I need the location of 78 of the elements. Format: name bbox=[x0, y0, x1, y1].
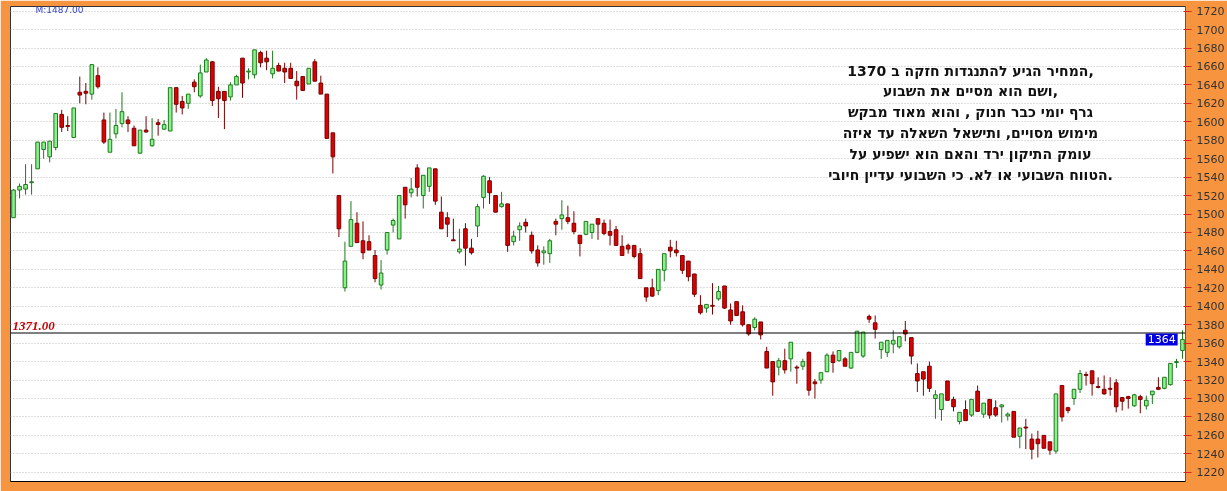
candlestick bbox=[800, 358, 806, 371]
y-tick-label: 1440 bbox=[1196, 263, 1225, 277]
candlestick bbox=[577, 234, 583, 257]
candlestick bbox=[414, 163, 420, 197]
y-tick-label: 1340 bbox=[1196, 355, 1225, 369]
candlestick bbox=[794, 364, 800, 385]
candlestick bbox=[384, 231, 390, 256]
candlestick bbox=[571, 210, 577, 235]
candlestick bbox=[149, 117, 155, 148]
candlestick bbox=[1180, 329, 1185, 360]
candlestick bbox=[312, 58, 318, 82]
candlestick bbox=[372, 249, 378, 283]
candlestick bbox=[710, 282, 715, 316]
candlestick bbox=[830, 350, 836, 374]
y-tick-label: 1500 bbox=[1196, 208, 1225, 222]
y-tick-label: 1280 bbox=[1196, 410, 1225, 424]
y-tick-label: 1700 bbox=[1196, 23, 1225, 37]
candlestick bbox=[270, 50, 275, 79]
y-tick-label: 1540 bbox=[1196, 171, 1225, 185]
candlestick bbox=[408, 177, 414, 198]
candlestick bbox=[1023, 418, 1029, 450]
annotation: המחיר הגיע להתנגדות חזקה ב 1370, ושם הוא מסיים את השבוע, גרף יומי כבר חנוק , והוא מאוד מבקש מימוש מסויים, ותישאל השאלה עד איזה עומק התיקון ירד והאם הוא ישפיע על הטווח השבועי או לא. כי השבועי עדיין חיובי. bbox=[828, 62, 1113, 183]
y-tick-label: 1400 bbox=[1196, 300, 1225, 314]
ref-line-label: 1371.00 bbox=[12, 318, 56, 333]
candlestick bbox=[1017, 427, 1023, 449]
y-tick-label: 1620 bbox=[1196, 97, 1225, 111]
candlestick bbox=[113, 108, 119, 139]
candlestick bbox=[402, 186, 408, 220]
candlestick bbox=[824, 352, 830, 373]
candlestick bbox=[1138, 394, 1143, 414]
y-tick-label: 1660 bbox=[1196, 60, 1225, 74]
candlestick bbox=[595, 218, 601, 241]
y-tick-label: 1720 bbox=[1196, 5, 1225, 19]
y-tick-label: 1640 bbox=[1196, 78, 1225, 92]
y-tick-label: 1360 bbox=[1196, 337, 1225, 351]
y-tick-label: 1480 bbox=[1196, 226, 1225, 240]
candlestick bbox=[565, 205, 571, 225]
y-tick-label: 1260 bbox=[1196, 429, 1225, 443]
candlestick bbox=[125, 115, 131, 133]
candlestick bbox=[107, 112, 113, 153]
annotation: M:1487.00 bbox=[35, 4, 84, 15]
candlestick bbox=[457, 228, 462, 255]
candlestick bbox=[872, 314, 878, 340]
candlestick bbox=[487, 176, 492, 205]
y-tick-label: 1560 bbox=[1196, 152, 1225, 166]
candlestick bbox=[198, 64, 203, 99]
annotation: 1364 bbox=[1147, 333, 1176, 347]
candlestick bbox=[101, 112, 107, 145]
candlestick bbox=[451, 218, 456, 242]
candlestick bbox=[95, 66, 101, 90]
candlestick bbox=[909, 337, 914, 365]
y-tick-label: 1380 bbox=[1196, 318, 1225, 332]
candlestick bbox=[698, 294, 703, 316]
candlestick bbox=[143, 115, 149, 134]
candlestick bbox=[999, 403, 1005, 423]
candlestick bbox=[782, 348, 788, 375]
candlestick bbox=[517, 221, 522, 242]
candlestick bbox=[475, 203, 480, 238]
candlestick bbox=[963, 399, 968, 422]
candlestick bbox=[481, 174, 486, 209]
y-tick-label: 1220 bbox=[1196, 466, 1225, 480]
candlestick bbox=[1077, 369, 1083, 394]
candlestick bbox=[1095, 376, 1101, 389]
y-tick-label: 1420 bbox=[1196, 281, 1225, 295]
candlestick bbox=[975, 385, 980, 412]
candlestick bbox=[559, 199, 565, 231]
y-tick-label: 1320 bbox=[1196, 374, 1225, 388]
candlestick bbox=[788, 341, 794, 373]
y-tick-label: 1600 bbox=[1196, 115, 1225, 129]
candlestick bbox=[155, 118, 161, 137]
y-tick-label: 1580 bbox=[1196, 134, 1225, 148]
y-tick-label: 1520 bbox=[1196, 189, 1225, 203]
y-tick-label: 1240 bbox=[1196, 447, 1225, 461]
y-tick-label: 1680 bbox=[1196, 42, 1225, 55]
candlestick bbox=[378, 259, 384, 291]
candlestick bbox=[29, 163, 34, 196]
y-tick-label: 1300 bbox=[1196, 392, 1225, 406]
y-tick-label: 1460 bbox=[1196, 244, 1225, 258]
